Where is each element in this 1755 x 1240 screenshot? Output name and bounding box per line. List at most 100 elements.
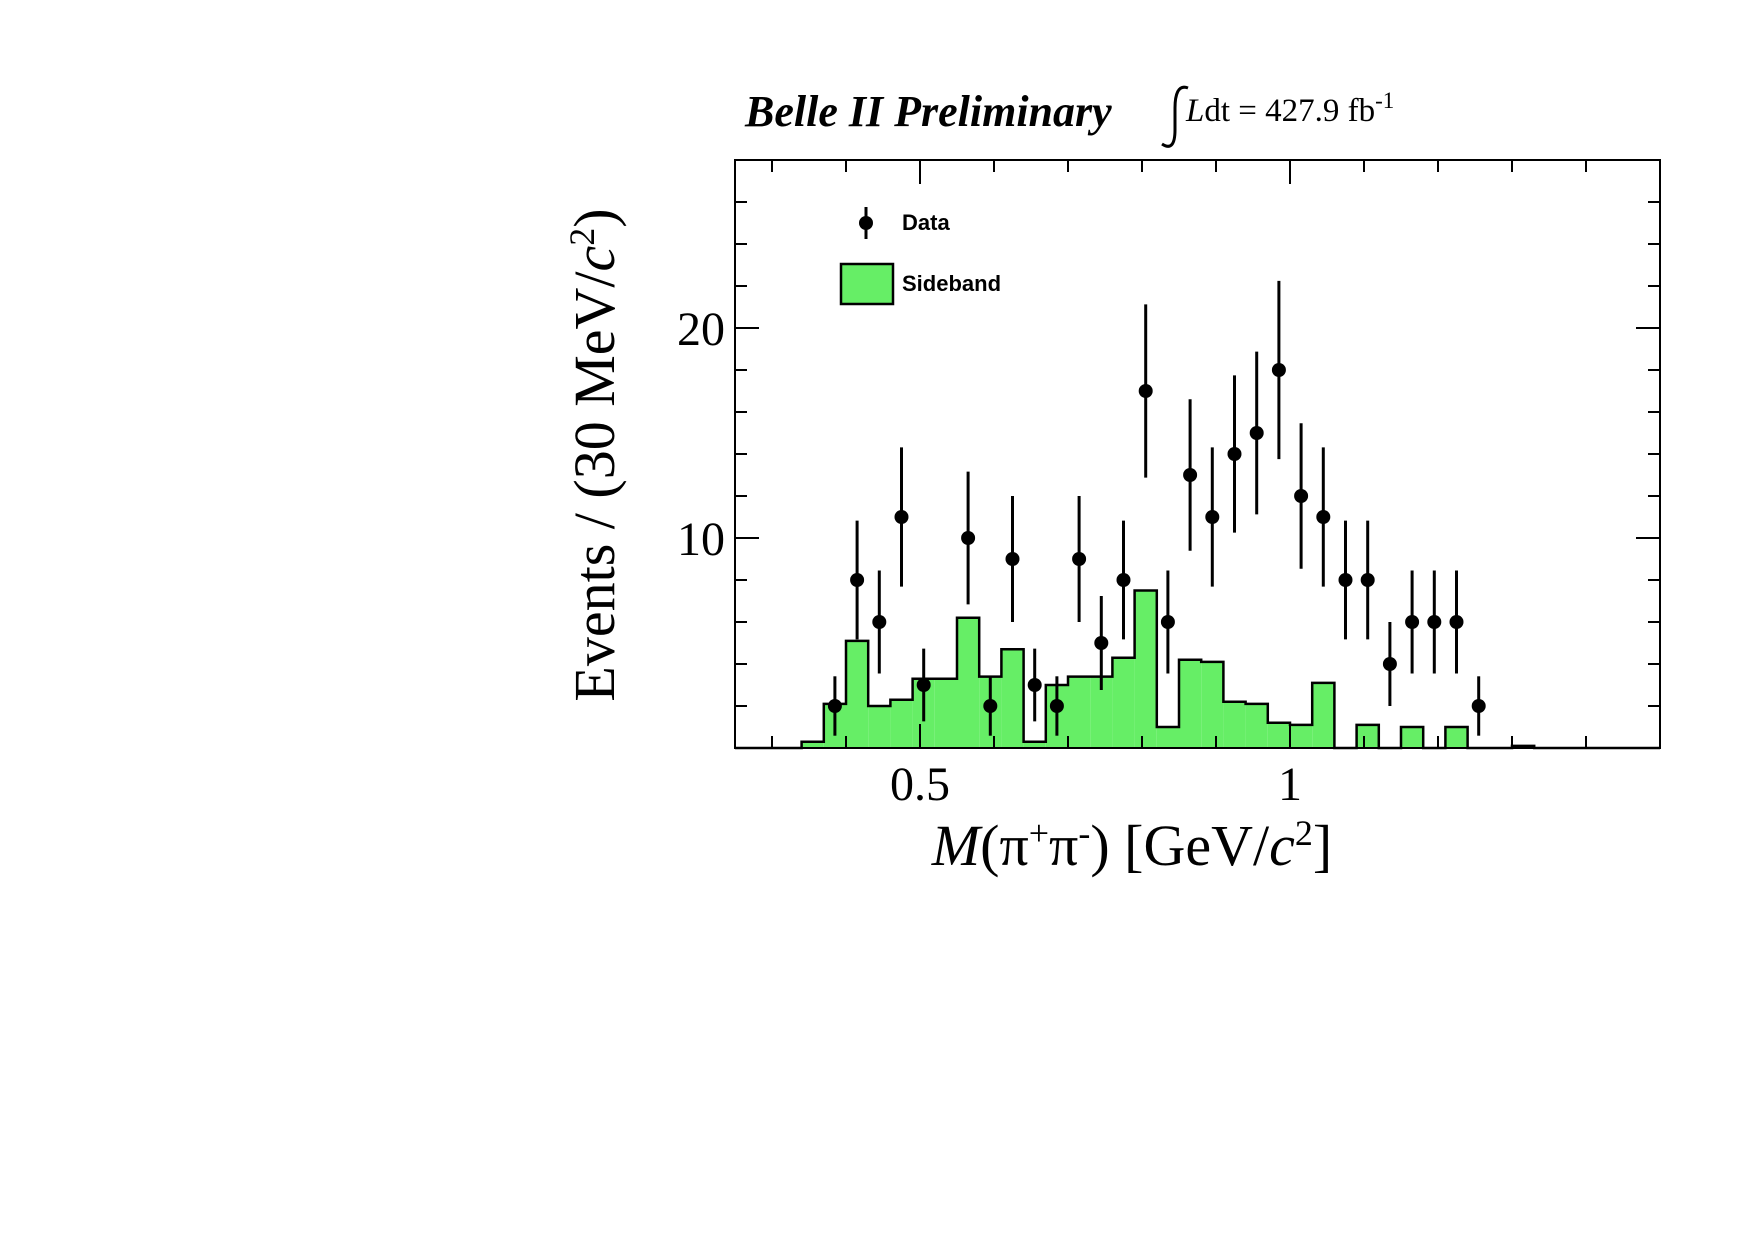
sideband-bar (868, 706, 891, 748)
sideband-bar (1267, 722, 1290, 748)
y-label-text: Events / (30 MeV/ (562, 271, 627, 702)
data-point (1382, 622, 1397, 706)
data-point (1360, 520, 1375, 640)
luminosity-exp: -1 (1375, 88, 1394, 113)
legend: Data Sideband (839, 207, 1001, 306)
data-point-marker (1160, 615, 1175, 629)
data-point-marker (1072, 552, 1087, 566)
data-point (1294, 423, 1309, 569)
data-point-marker (894, 510, 909, 524)
data-point-marker (1227, 447, 1242, 461)
data-point-marker (1405, 615, 1420, 629)
data-point (1005, 496, 1020, 622)
data-point (894, 447, 909, 587)
luminosity-mid: dt = 427.9 fb (1204, 93, 1375, 129)
data-point (1316, 447, 1331, 587)
data-point-marker (1138, 384, 1153, 398)
data-point (1249, 351, 1264, 515)
y-label-c: c (562, 245, 627, 271)
data-point (1094, 596, 1109, 690)
x-label-close: ] (1313, 813, 1332, 878)
data-point (1049, 676, 1064, 736)
data-point (1160, 570, 1175, 674)
data-point-marker (1427, 615, 1442, 629)
data-point-marker (1205, 510, 1220, 524)
data-point (1338, 520, 1353, 640)
x-label-pi2: π (1049, 813, 1078, 878)
data-point (1449, 570, 1464, 674)
data-point (1027, 648, 1042, 722)
sideband-bar (1201, 661, 1224, 748)
sideband-bar (1179, 659, 1202, 748)
data-point-marker (1449, 615, 1464, 629)
axis-ticks (735, 160, 1661, 748)
sideband-bar (1356, 724, 1379, 748)
sideband-bar (1445, 727, 1468, 748)
sideband-bar (1290, 724, 1313, 748)
x-label-unit: ) [GeV/ (1090, 813, 1270, 878)
integral-icon (1161, 85, 1189, 148)
x-axis-label: M(π+π-) [GeV/c2] (931, 813, 1332, 878)
y-label-sup2: 2 (562, 228, 602, 246)
data-point (1427, 570, 1442, 674)
sideband-bar (1223, 701, 1246, 748)
title-status: Preliminary (893, 87, 1112, 136)
sideband-bar (801, 741, 824, 748)
data-point-marker (1294, 489, 1309, 503)
sideband-bar (1023, 741, 1046, 748)
x-tick-label-0.5: 0.5 (890, 758, 950, 811)
sideband-bar (1245, 703, 1268, 748)
data-point (916, 648, 931, 722)
data-point (1405, 570, 1420, 674)
data-point-marker (1116, 573, 1131, 587)
x-label-minus: - (1078, 813, 1090, 853)
sideband-bar (1156, 727, 1179, 748)
data-point-marker (827, 699, 842, 713)
luminosity-label: Ldt = 427.9 fb-1 (1185, 88, 1394, 129)
luminosity-prefix: L (1185, 93, 1204, 129)
data-point-marker (1094, 636, 1109, 650)
legend-sideband-label: Sideband (902, 271, 1001, 296)
data-point-marker (961, 531, 976, 545)
data-point (961, 471, 976, 605)
data-point (850, 520, 865, 640)
y-tick-label-10: 10 (677, 513, 725, 566)
x-label-paren: (π (980, 813, 1029, 878)
data-point-marker (1338, 573, 1353, 587)
y-label-close: ) (562, 208, 627, 227)
sideband-bar (1134, 590, 1157, 748)
sideband-bar (1068, 676, 1091, 748)
sideband-bar (1001, 649, 1024, 748)
data-point (1471, 676, 1486, 736)
sideband-bar (1112, 657, 1135, 748)
sideband-bar (1090, 676, 1113, 748)
y-tick-label-20: 20 (677, 303, 725, 356)
data-point (1271, 280, 1286, 460)
data-point-marker (1271, 363, 1286, 377)
data-point-marker (850, 573, 865, 587)
data-point-marker (983, 699, 998, 713)
x-label-c: c (1269, 813, 1295, 878)
legend-data-marker (859, 216, 873, 230)
data-point (1138, 304, 1153, 478)
x-tick-label-1: 1 (1278, 758, 1302, 811)
data-point (872, 570, 887, 674)
title-experiment: Belle II (744, 87, 885, 136)
legend-data-label: Data (902, 210, 950, 235)
data-point-marker (1249, 426, 1264, 440)
x-label-sup2: 2 (1295, 813, 1313, 853)
sideband-bar (1312, 682, 1335, 748)
sideband-outline (735, 589, 1660, 750)
sideband-bar (957, 617, 980, 748)
data-point (1183, 399, 1198, 551)
chart-title: Belle II Preliminary (744, 87, 1112, 136)
data-point (827, 676, 842, 736)
x-label-m: M (931, 813, 983, 878)
data-point-marker (916, 678, 931, 692)
x-label-plus: + (1029, 813, 1049, 853)
data-point-marker (1183, 468, 1198, 482)
data-point-marker (1316, 510, 1331, 524)
sideband-bar (1401, 727, 1424, 748)
data-point (1227, 375, 1242, 533)
